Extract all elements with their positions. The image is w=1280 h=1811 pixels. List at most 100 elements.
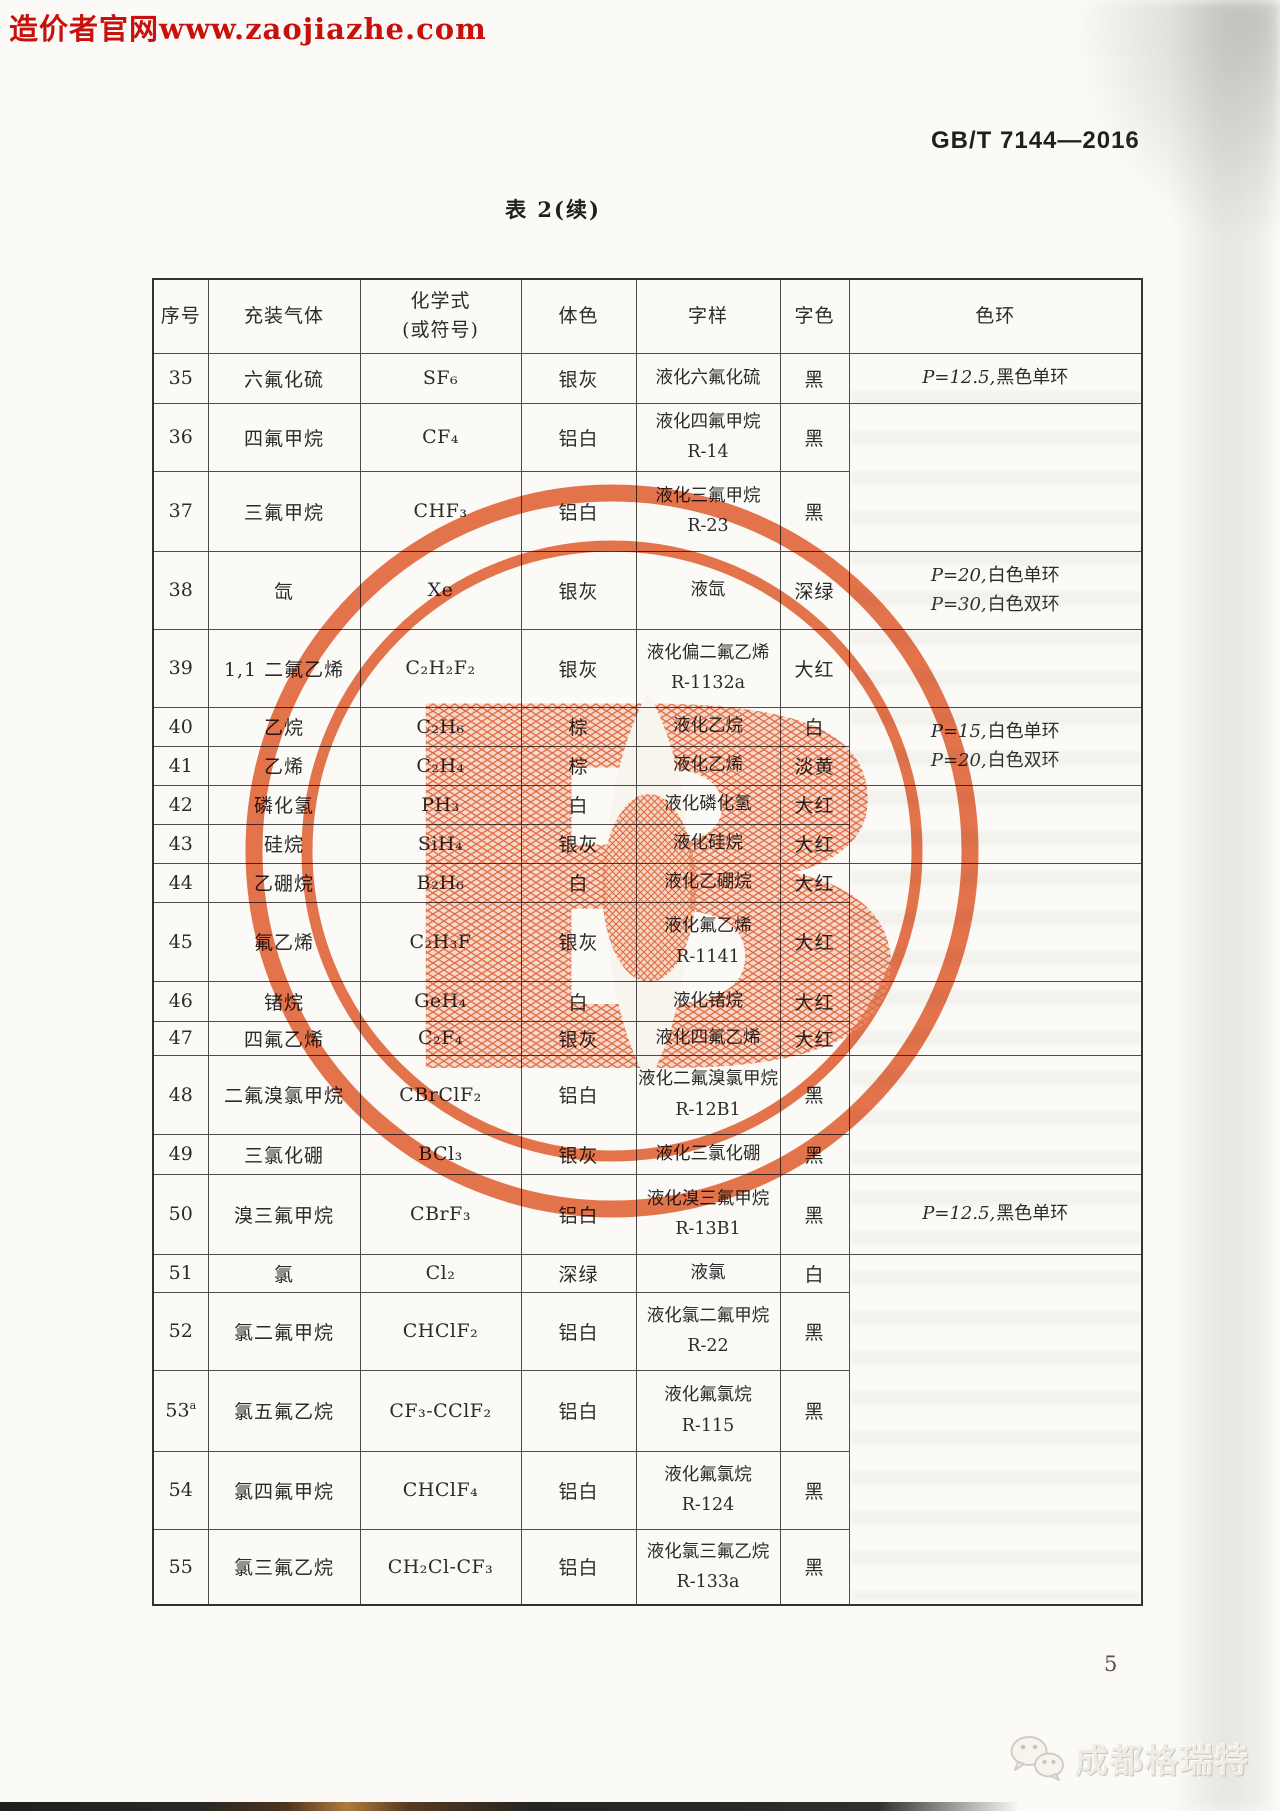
- cell-color-ring: [848, 402, 1143, 552]
- cell-gas-name: 氯三氟乙烷: [207, 1528, 361, 1606]
- cell-formula: CH₂Cl-CF₃: [359, 1528, 522, 1606]
- cell-serial: 41: [152, 745, 209, 786]
- cell-marking: 液氙: [635, 550, 781, 630]
- cell-serial: 46: [152, 980, 209, 1022]
- cell-body-color: 银灰: [520, 1133, 637, 1175]
- ring-line: P=15,白色单环: [930, 720, 1060, 742]
- cell-gas-name: 氙: [207, 550, 361, 630]
- cell-text-color: 淡黄: [779, 745, 850, 786]
- cell-gas-name: 四氟甲烷: [207, 402, 361, 472]
- table-row: 38 氙 Xe 银灰 液氙 深绿 P=20,白色单环 P=30,白色双环: [152, 550, 1143, 630]
- col-header-text-color: 字色: [779, 278, 850, 354]
- col-header-formula: 化学式 (或符号): [359, 278, 522, 354]
- cell-serial: 54: [152, 1450, 209, 1530]
- cell-gas-name: 氯四氟甲烷: [207, 1450, 361, 1530]
- cell-text-color: 黑: [779, 470, 850, 552]
- cell-marking: 液化氯三氟乙烷 R-133a: [635, 1528, 781, 1606]
- cell-formula: B₂H₆: [359, 862, 522, 903]
- cell-text-color: 大红: [779, 823, 850, 864]
- cell-formula: GeH₄: [359, 980, 522, 1022]
- cell-marking: 液化氟乙烯 R-1141: [635, 901, 781, 982]
- ring-line: P=12.5,黑色单环: [922, 367, 1069, 389]
- cell-color-ring: [848, 980, 1143, 1056]
- scan-edge-strip: [0, 1802, 1020, 1811]
- cell-body-color: 银灰: [520, 823, 637, 864]
- cell-body-color: 棕: [520, 706, 637, 747]
- cell-formula: CF₃-CClF₂: [359, 1369, 522, 1452]
- cell-body-color: 铝白: [520, 1369, 637, 1452]
- cell-marking: 液化乙烷: [635, 706, 781, 747]
- cell-marking: 液化锗烷: [635, 980, 781, 1022]
- wechat-icon: [1010, 1736, 1064, 1781]
- cell-marking: 液化二氟溴氯甲烷 R-12B1: [635, 1054, 781, 1135]
- cell-marking: 液氯: [635, 1253, 781, 1293]
- cell-body-color: 铝白: [520, 1528, 637, 1606]
- cell-serial: 48: [152, 1054, 209, 1135]
- page-number: 5: [1104, 1652, 1118, 1676]
- cell-serial: 43: [152, 823, 209, 864]
- cell-body-color: 铝白: [520, 470, 637, 552]
- cell-formula: CBrF₃: [359, 1173, 522, 1255]
- cell-formula: C₂H₄: [359, 745, 522, 786]
- cell-marking: 液化乙硼烷: [635, 862, 781, 903]
- cell-formula: BCl₃: [359, 1133, 522, 1175]
- cell-gas-name: 硅烷: [207, 823, 361, 864]
- table-row: 36 四氟甲烷 CF₄ 铝白 液化四氟甲烷 R-14 黑: [152, 402, 1143, 552]
- cell-body-color: 银灰: [520, 628, 637, 708]
- cell-marking: 液化氟氯烷 R-115: [635, 1369, 781, 1452]
- table-row: 44 乙硼烷 B₂H₆ 白液化乙硼烷 大红: [152, 862, 1143, 982]
- cell-gas-name: 乙烯: [207, 745, 361, 786]
- cell-formula: SF₆: [359, 352, 522, 404]
- cell-body-color: 深绿: [520, 1253, 637, 1293]
- cell-marking: 液化氯二氟甲烷 R-22: [635, 1291, 781, 1371]
- cell-marking: 液化溴三氟甲烷 R-13B1: [635, 1173, 781, 1255]
- cell-formula: C₂H₃F: [359, 901, 522, 982]
- cell-body-color: 银灰: [520, 550, 637, 630]
- cell-formula: PH₃: [359, 784, 522, 825]
- gas-cylinder-color-table: 序号 充装气体 化学式 (或符号) 体色 字样 字色 色环 35 六氟化硫 SF₆ 银灰…: [152, 278, 1143, 1606]
- cell-formula: CHClF₂: [359, 1291, 522, 1371]
- cell-body-color: 铝白: [520, 1054, 637, 1135]
- cell-body-color: 铝白: [520, 1173, 637, 1255]
- cell-serial: 55: [152, 1528, 209, 1606]
- cell-marking: 液化四氟甲烷 R-14: [635, 402, 781, 472]
- cell-text-color: 白: [779, 706, 850, 747]
- cell-body-color: 白: [520, 862, 637, 903]
- cell-gas-name: 氟乙烯: [207, 901, 361, 982]
- table-row: 39 1,1 二氟乙烯 C₂H₂F₂ 银灰 液化偏二氟乙烯 R-1132a 大红: [152, 628, 1143, 708]
- cell-marking: 液化乙烯: [635, 745, 781, 786]
- col-header-serial: 序号: [152, 278, 209, 354]
- cell-formula: Xe: [359, 550, 522, 630]
- col-header-gas: 充装气体: [207, 278, 361, 354]
- cell-marking: 液化氟氯烷 R-124: [635, 1450, 781, 1530]
- cell-formula: SiH₄: [359, 823, 522, 864]
- table-title: 表 2(续): [505, 197, 601, 222]
- cell-serial: 40: [152, 706, 209, 747]
- cell-marking: 液化磷化氢: [635, 784, 781, 825]
- col-header-marking: 字样: [635, 278, 781, 354]
- cell-body-color: 棕: [520, 745, 637, 786]
- cell-gas-name: 氯二氟甲烷: [207, 1291, 361, 1371]
- ring-line: P=20,白色双环: [930, 750, 1060, 771]
- ring-line: P=20,白色单环: [930, 564, 1060, 586]
- cell-gas-name: 六氟化硫: [207, 352, 361, 404]
- cell-text-color: 大红: [779, 862, 850, 903]
- cell-body-color: 银灰: [520, 1020, 637, 1056]
- cell-gas-name: 氯五氟乙烷: [207, 1369, 361, 1452]
- cell-marking: 液化硅烷: [635, 823, 781, 864]
- cell-gas-name: 锗烷: [207, 980, 361, 1022]
- table-row: 53a 氯五氟乙烷 CF₃-CClF₂ 铝白 液化氟氯烷 R-115 黑: [152, 1369, 1142, 1452]
- cell-marking: 液化四氟乙烯: [635, 1020, 781, 1056]
- cell-formula: CHClF₄: [359, 1450, 522, 1530]
- cell-text-color: 黑: [779, 402, 850, 472]
- cell-marking: 液化偏二氟乙烯 R-1132a: [635, 628, 781, 708]
- ring-line: P=12.5,黑色单环: [922, 1203, 1069, 1225]
- cell-serial: 35: [152, 352, 209, 404]
- cell-gas-name: 四氟乙烯: [207, 1020, 361, 1056]
- cell-serial: 50: [152, 1173, 209, 1255]
- ring-line: P=30,白色双环: [930, 594, 1060, 615]
- cell-serial: 37: [152, 470, 209, 552]
- footer-watermark: 成都格瑞特: [1008, 1734, 1250, 1782]
- cell-marking: 液化三氯化硼: [635, 1133, 781, 1175]
- cell-text-color: 大红: [779, 784, 850, 825]
